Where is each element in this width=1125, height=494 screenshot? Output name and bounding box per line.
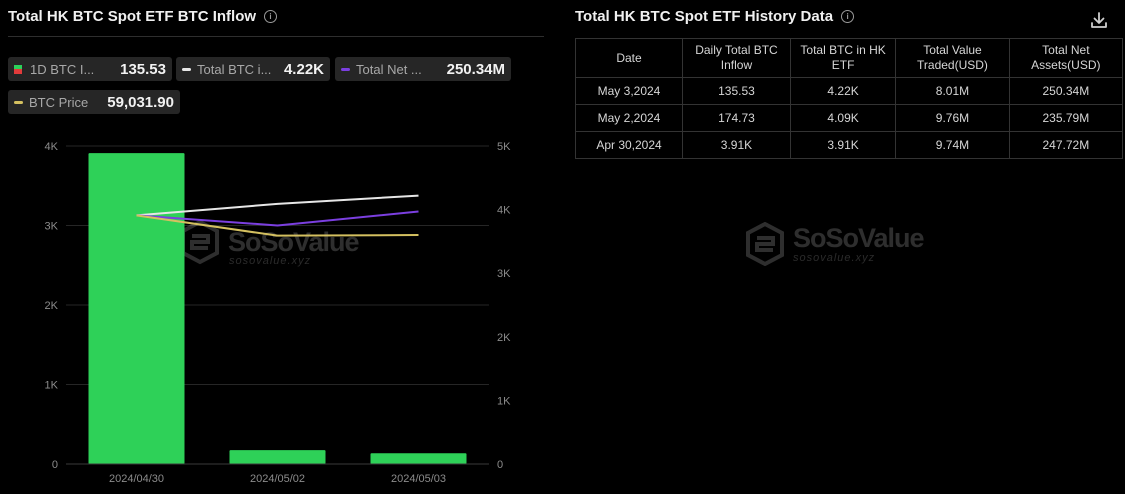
legend-chip-value: 4.22K [283, 60, 324, 78]
legend-chip-value: 250.34M [446, 60, 505, 78]
x-tick-label: 2024/05/02 [250, 473, 305, 485]
y-right-tick-label: 5K [497, 141, 511, 153]
cell-total-btc: 4.09K [789, 104, 897, 132]
cell-total-btc: 3.91K [789, 131, 897, 159]
info-icon[interactable]: i [264, 10, 278, 23]
y-left-tick-label: 1K [45, 380, 59, 392]
cell-date: May 3,2024 [574, 77, 684, 105]
sosovalue-logo-icon [746, 222, 784, 266]
cell-daily-inflow: 174.73 [682, 104, 791, 132]
bar [88, 153, 185, 464]
watermark-url: sosovalue.xyz [793, 252, 876, 264]
col-header-total-btc: Total BTC in HK ETF [789, 38, 897, 78]
chart-lines [136, 194, 419, 237]
marker-bottom [14, 69, 22, 74]
y-left-tick-label: 3K [45, 221, 59, 233]
col-header-net-assets: Total Net Assets(USD) [1008, 38, 1124, 78]
chart-watermark-url: sosovalue.xyz [229, 255, 311, 267]
cell-net-assets: 250.34M [1008, 77, 1124, 105]
col-header-value-traded: Total Value Traded(USD) [895, 38, 1010, 78]
table-row: Apr 30,2024 3.91K 3.91K 9.74M 247.72M [574, 131, 1124, 159]
line-marker-icon [182, 67, 191, 71]
marker-top [14, 64, 22, 69]
right-panel-title-text: Total HK BTC Spot ETF History Data [575, 8, 834, 25]
x-tick-label: 2024/05/03 [391, 473, 446, 485]
legend-chip-total-net[interactable]: Total Net ... 250.34M [335, 57, 511, 81]
legend-chip-value: 59,031.90 [107, 93, 174, 111]
watermark-name: SoSoValue [793, 223, 925, 253]
y-right-tick-label: 2K [497, 332, 511, 344]
y-left-tick-label: 0 [52, 459, 58, 471]
right-watermark: SoSoValue sosovalue.xyz [745, 222, 925, 266]
line-marker-icon [341, 67, 350, 71]
table-row: May 3,2024 135.53 4.22K 8.01M 250.34M [574, 77, 1124, 105]
cell-daily-inflow: 3.91K [682, 131, 791, 159]
chart-bars [88, 153, 467, 464]
series-line [136, 194, 419, 217]
split-marker-icon [14, 64, 22, 74]
cell-net-assets: 247.72M [1008, 131, 1124, 159]
cell-value-traded: 9.74M [895, 131, 1010, 159]
table-header-row: Date Daily Total BTC Inflow Total BTC in… [574, 38, 1124, 78]
y-right-tick-label: 3K [497, 268, 511, 280]
y-left-tick-label: 2K [45, 300, 59, 312]
legend-chip-btc-price[interactable]: BTC Price 59,031.90 [8, 90, 180, 114]
left-panel-title-text: Total HK BTC Spot ETF BTC Inflow [8, 8, 257, 25]
cell-value-traded: 8.01M [895, 77, 1010, 105]
y-right-tick-label: 1K [497, 395, 511, 407]
right-panel-title: Total HK BTC Spot ETF History Data i [575, 8, 855, 25]
cell-net-assets: 235.79M [1008, 104, 1124, 132]
info-icon[interactable]: i [841, 10, 855, 23]
download-icon[interactable] [1089, 10, 1109, 30]
cell-date: May 2,2024 [574, 104, 684, 132]
cell-value-traded: 9.76M [895, 104, 1010, 132]
series-line [136, 214, 419, 237]
col-header-daily-inflow: Daily Total BTC Inflow [682, 38, 791, 78]
x-tick-label: 2024/04/30 [109, 473, 164, 485]
bar [229, 450, 326, 464]
left-panel-divider [8, 36, 544, 37]
line-marker-icon [14, 100, 23, 104]
legend-chip-total-btc[interactable]: Total BTC i... 4.22K [176, 57, 330, 81]
cell-date: Apr 30,2024 [574, 131, 684, 159]
y-right-tick-label: 4K [497, 205, 511, 217]
legend-chip-daily-inflow[interactable]: 1D BTC I... 135.53 [8, 57, 172, 81]
legend-chip-value: 135.53 [120, 60, 166, 78]
cell-daily-inflow: 135.53 [682, 77, 791, 105]
cell-total-btc: 4.22K [789, 77, 897, 105]
bar [370, 453, 467, 464]
left-panel-title: Total HK BTC Spot ETF BTC Inflow i [8, 8, 278, 25]
table-row: May 2,2024 174.73 4.09K 9.76M 235.79M [574, 104, 1124, 132]
y-right-tick-label: 0 [497, 459, 503, 471]
col-header-date: Date [574, 38, 684, 78]
series-line [136, 210, 419, 227]
y-left-tick-label: 4K [45, 141, 59, 153]
chart-axes: 4K 3K 2K 1K 0 5K 4K 3K 2K 1K 0 2024/04/30 2024/05/02… [45, 141, 512, 485]
watermark-text: SoSoValue sosovalue.xyz [793, 223, 925, 264]
sosovalue-logo-mark [190, 234, 210, 250]
history-table: Date Daily Total BTC Inflow Total BTC in… [574, 38, 1124, 159]
